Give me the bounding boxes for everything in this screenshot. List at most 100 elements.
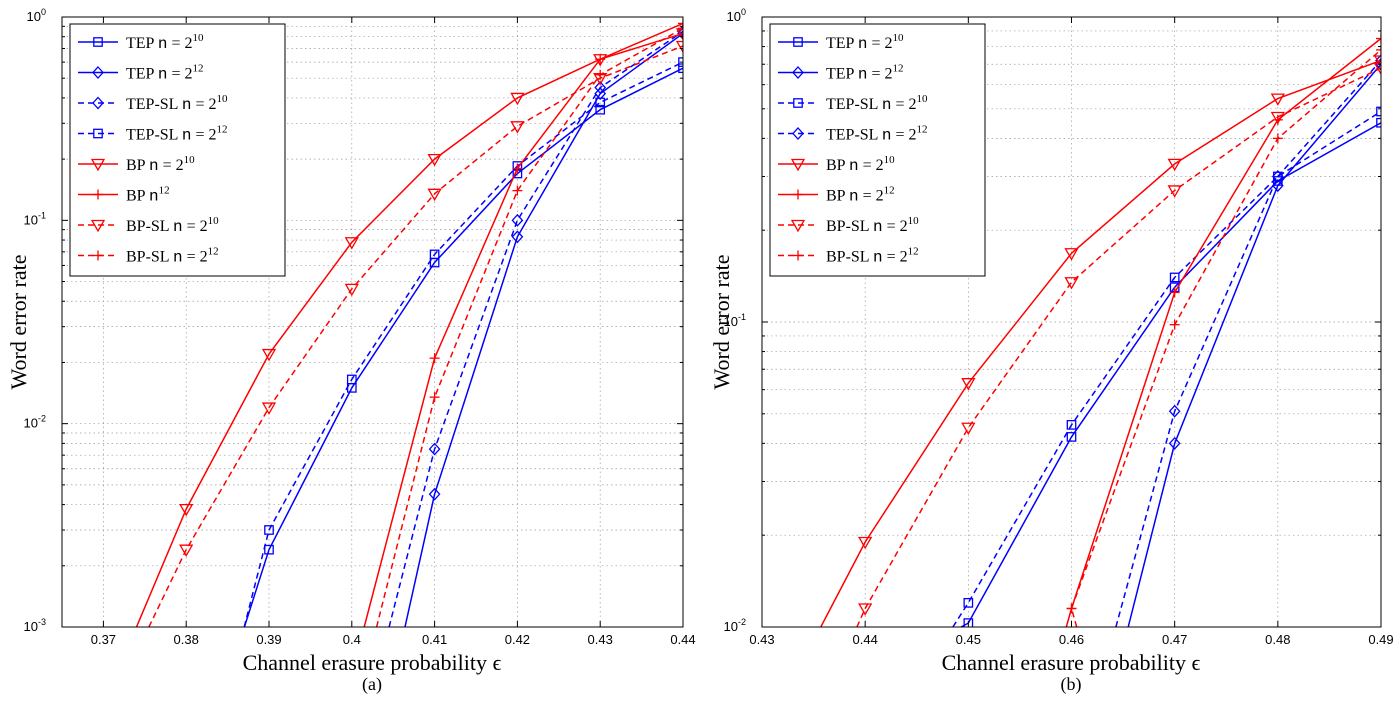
x-tick-label: 0.4 bbox=[343, 632, 361, 647]
series-line-0 bbox=[243, 67, 683, 627]
y-tick-exp: 0 bbox=[41, 7, 46, 17]
legend-entry: TEP-SL n = 210 bbox=[826, 93, 928, 114]
marker-square bbox=[793, 37, 803, 47]
marker-square bbox=[1376, 117, 1381, 128]
series-line-4 bbox=[135, 32, 683, 627]
marker-diamond bbox=[792, 127, 804, 140]
legend-eq: = bbox=[891, 96, 908, 113]
marker-square bbox=[93, 37, 103, 47]
legend-exp: 10 bbox=[208, 215, 220, 227]
marker-diamond bbox=[1168, 404, 1181, 418]
legend-base: 2 bbox=[885, 66, 893, 83]
legend-exp: 12 bbox=[884, 185, 895, 197]
marker-square bbox=[595, 104, 606, 115]
marker-diamond bbox=[594, 87, 607, 101]
marker-triangle bbox=[1373, 62, 1381, 76]
y-tick-label: 10-2 bbox=[724, 617, 746, 634]
legend-prefix: TEP bbox=[826, 35, 858, 52]
legend-entry: BP n = 210 bbox=[826, 154, 895, 175]
marker-square bbox=[346, 374, 357, 385]
series-group bbox=[135, 18, 683, 627]
legend-base: 2 bbox=[909, 127, 917, 144]
legend-base: 2 bbox=[900, 249, 908, 266]
legend-eq: = bbox=[159, 157, 176, 174]
legend-eq: = bbox=[883, 249, 900, 266]
legend-prefix: BP bbox=[126, 157, 149, 174]
axes-box bbox=[61, 16, 684, 628]
legend-var: n bbox=[873, 249, 883, 267]
legend-var: n bbox=[149, 157, 159, 175]
legend-var: n bbox=[182, 127, 192, 145]
subfigure-caption: (b) bbox=[1061, 674, 1082, 695]
legend-var: n bbox=[149, 188, 159, 206]
y-tick-base: 10 bbox=[24, 619, 38, 634]
marker-triangle bbox=[427, 188, 442, 202]
legend-entry: BP-SL n = 212 bbox=[826, 246, 919, 267]
marker-diamond bbox=[1168, 436, 1181, 450]
legend-exp: 12 bbox=[917, 124, 928, 136]
x-tick-label: 0.42 bbox=[505, 632, 530, 647]
marker-triangle bbox=[1064, 277, 1079, 290]
y-tick-label: 10-1 bbox=[724, 312, 746, 329]
marker-triangle bbox=[179, 544, 194, 558]
x-tick-label: 0.38 bbox=[174, 632, 199, 647]
legend-prefix: TEP bbox=[826, 66, 858, 83]
series-line-6 bbox=[148, 45, 683, 627]
x-tick-label: 0.44 bbox=[670, 632, 695, 647]
legend-prefix: BP-SL bbox=[126, 218, 173, 235]
chart-b: 0.43 0.44 0.45 0.46 0.47 0.48 0.4910-210-1100C… bbox=[709, 7, 1393, 695]
legend-box bbox=[769, 23, 986, 277]
legend-var: n bbox=[173, 249, 183, 267]
legend-eq: = bbox=[883, 218, 900, 235]
y-tick-base: 10 bbox=[727, 9, 741, 24]
marker-triangle bbox=[675, 40, 683, 54]
y-tick-base: 10 bbox=[724, 314, 738, 329]
legend-entry: TEP-SL n = 210 bbox=[126, 93, 228, 114]
legend-entry: BP-SL n = 210 bbox=[826, 215, 919, 236]
y-tick-base: 10 bbox=[27, 9, 41, 24]
legend-entry: BP-SL n = 210 bbox=[126, 215, 219, 236]
marker-diamond bbox=[428, 487, 441, 501]
marker-square bbox=[1066, 432, 1077, 442]
x-tick-label: 0.39 bbox=[256, 632, 281, 647]
marker-triangle bbox=[858, 603, 873, 616]
marker-triangle bbox=[1270, 93, 1285, 106]
marker-diamond bbox=[92, 66, 104, 79]
series-line-7 bbox=[375, 27, 683, 627]
legend-exp: 10 bbox=[917, 93, 929, 105]
legend-var: n bbox=[873, 218, 883, 236]
x-tick-label: 0.37 bbox=[91, 632, 116, 647]
legend-base: 2 bbox=[885, 35, 893, 52]
marker-diamond bbox=[1375, 54, 1381, 67]
legend-exp: 10 bbox=[884, 154, 896, 166]
x-tick-label: 0.44 bbox=[853, 632, 878, 647]
legend-prefix: BP bbox=[826, 188, 849, 205]
series-line-1 bbox=[1127, 63, 1381, 627]
legend-entry: BP n = 210 bbox=[126, 154, 195, 175]
legend-prefix: BP-SL bbox=[126, 249, 173, 266]
marker-square bbox=[1376, 106, 1381, 117]
legend-var: n bbox=[882, 127, 892, 145]
marker-diamond bbox=[677, 26, 683, 40]
series-line-3 bbox=[243, 61, 683, 627]
marker-square bbox=[429, 249, 440, 260]
legend-entry: BP n12 bbox=[126, 185, 170, 206]
x-tick-label: 0.46 bbox=[1059, 632, 1084, 647]
legend-prefix: TEP-SL bbox=[126, 127, 182, 144]
marker-triangle bbox=[90, 219, 106, 233]
x-axis-label: Channel erasure probability ϵ bbox=[243, 650, 502, 675]
legend-eq: = bbox=[859, 157, 876, 174]
legend-entry: TEP n = 212 bbox=[126, 63, 204, 84]
marker-triangle bbox=[261, 348, 277, 362]
legend-eq: = bbox=[867, 66, 884, 83]
marker-triangle bbox=[90, 158, 106, 172]
series-line-4 bbox=[820, 59, 1381, 627]
legend-base: 2 bbox=[876, 188, 884, 205]
legend-prefix: BP bbox=[126, 188, 149, 205]
x-tick-label: 0.49 bbox=[1368, 632, 1393, 647]
legend-base: 2 bbox=[185, 35, 193, 52]
marker-triangle bbox=[961, 378, 976, 391]
ticks bbox=[62, 16, 684, 628]
legend-entry: TEP n = 212 bbox=[826, 63, 904, 84]
